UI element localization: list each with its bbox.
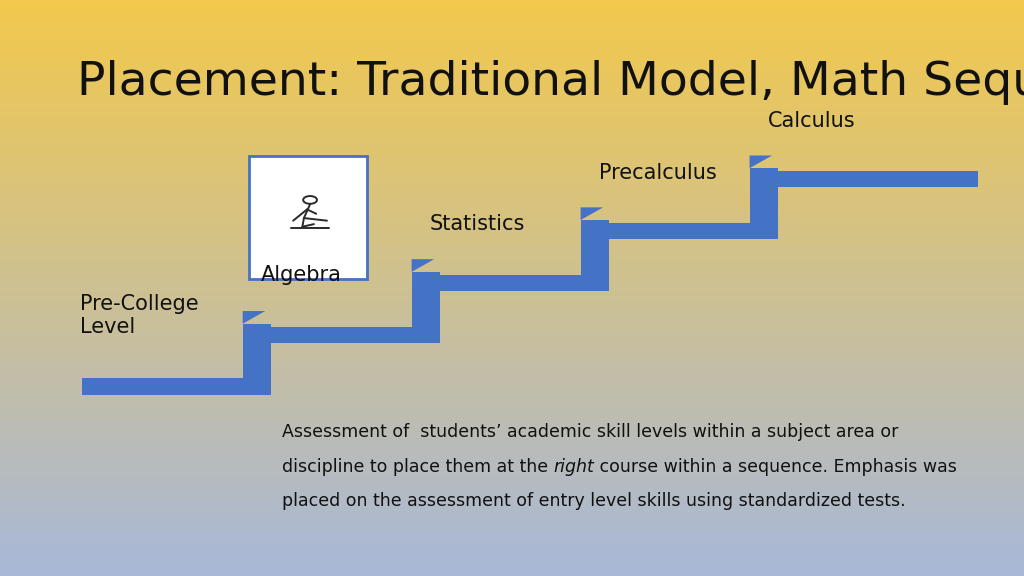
Text: Assessment of  students’ academic skill levels within a subject area or: Assessment of students’ academic skill l… [282, 423, 898, 441]
Bar [750, 168, 778, 239]
Text: Placement: Traditional Model, Math Sequence: Placement: Traditional Model, Math Seque… [77, 60, 1024, 105]
Bar [589, 223, 778, 239]
Bar [243, 324, 271, 395]
Polygon shape [750, 156, 772, 168]
Bar [412, 272, 440, 343]
Text: Calculus: Calculus [768, 111, 856, 131]
Bar [251, 327, 440, 343]
Bar [581, 220, 609, 291]
Text: Pre-College
Level: Pre-College Level [80, 294, 199, 337]
Text: course within a sequence. Emphasis was: course within a sequence. Emphasis was [594, 458, 957, 476]
Text: discipline to place them at the: discipline to place them at the [282, 458, 553, 476]
Polygon shape [412, 259, 434, 272]
Polygon shape [581, 207, 603, 220]
Text: Precalculus: Precalculus [599, 162, 717, 183]
Polygon shape [243, 311, 265, 324]
Text: placed on the assessment of entry level skills using standardized tests.: placed on the assessment of entry level … [282, 492, 905, 510]
Text: Statistics: Statistics [430, 214, 525, 234]
Bar [82, 378, 271, 395]
Bar [420, 275, 609, 291]
Bar [249, 156, 367, 279]
Text: Algebra: Algebra [261, 265, 342, 285]
Bar [758, 171, 978, 187]
Text: right: right [553, 458, 594, 476]
